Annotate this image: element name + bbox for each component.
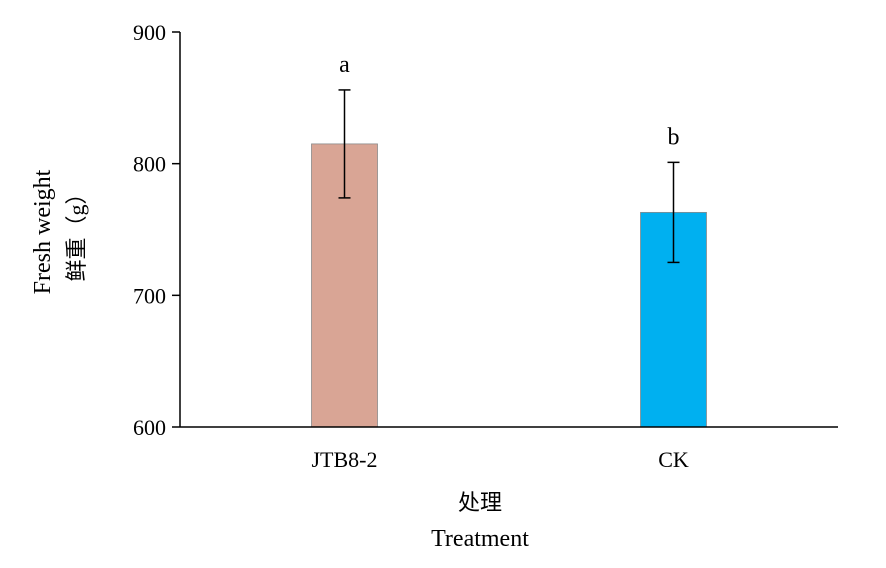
bars-layer xyxy=(311,143,707,428)
y-tick-label: 900 xyxy=(133,20,166,45)
y-axis-title-en: Fresh weight xyxy=(30,169,56,294)
significance-label: a xyxy=(339,52,350,78)
y-tick-label: 600 xyxy=(133,415,166,440)
x-axis-title-cn: 处理 xyxy=(458,490,502,515)
labels-layer: a JTB8-2 b CK xyxy=(312,52,689,472)
significance-label: b xyxy=(668,124,680,150)
y-tick-label: 700 xyxy=(133,283,166,308)
error-bars-layer xyxy=(338,89,680,264)
x-tick-label: JTB8-2 xyxy=(312,447,378,472)
y-axis-title-cn: 鲜重（g） xyxy=(64,182,89,281)
axes-layer: 600 700 800 900 xyxy=(133,20,838,440)
y-tick-label: 800 xyxy=(133,152,166,177)
x-tick-label: CK xyxy=(658,447,689,472)
x-axis-title-en: Treatment xyxy=(431,526,529,552)
